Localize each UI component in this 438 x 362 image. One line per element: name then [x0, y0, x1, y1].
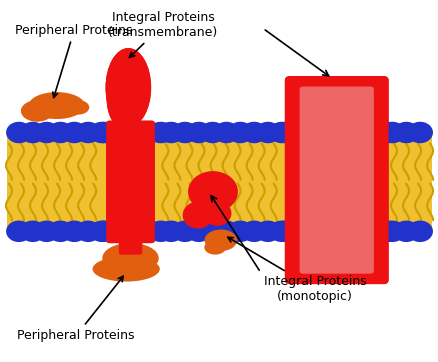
Ellipse shape — [205, 230, 237, 251]
Circle shape — [173, 122, 197, 143]
FancyBboxPatch shape — [300, 87, 374, 274]
Circle shape — [270, 221, 294, 241]
Circle shape — [361, 122, 385, 143]
Circle shape — [288, 122, 312, 143]
Circle shape — [21, 122, 45, 143]
Circle shape — [332, 122, 356, 143]
Circle shape — [187, 221, 211, 241]
Circle shape — [394, 221, 418, 241]
Text: Peripheral Proteins: Peripheral Proteins — [15, 24, 133, 97]
Circle shape — [159, 122, 183, 143]
Ellipse shape — [102, 243, 159, 274]
Text: Integral Proteins
(transmembrane): Integral Proteins (transmembrane) — [108, 11, 218, 58]
Circle shape — [346, 122, 371, 143]
Ellipse shape — [188, 171, 238, 212]
Circle shape — [173, 221, 197, 241]
Circle shape — [35, 122, 59, 143]
Circle shape — [92, 221, 117, 241]
Circle shape — [76, 221, 100, 241]
Circle shape — [274, 221, 298, 241]
FancyBboxPatch shape — [285, 76, 389, 284]
Ellipse shape — [106, 48, 151, 127]
Circle shape — [90, 122, 114, 143]
Circle shape — [104, 122, 128, 143]
Circle shape — [115, 221, 139, 241]
Ellipse shape — [67, 100, 89, 114]
Circle shape — [48, 221, 73, 241]
Ellipse shape — [106, 71, 133, 125]
Circle shape — [376, 122, 400, 143]
Text: Peripheral Proteins: Peripheral Proteins — [18, 276, 135, 342]
Bar — [7, 130, 432, 234]
FancyBboxPatch shape — [106, 121, 155, 243]
Circle shape — [7, 122, 31, 143]
Circle shape — [303, 221, 327, 241]
Circle shape — [21, 221, 45, 241]
Circle shape — [62, 221, 86, 241]
Circle shape — [317, 221, 342, 241]
Circle shape — [242, 122, 266, 143]
Ellipse shape — [203, 201, 231, 226]
FancyBboxPatch shape — [285, 76, 389, 284]
Circle shape — [48, 122, 73, 143]
Ellipse shape — [183, 202, 213, 228]
Text: Integral Proteins
(monotopic): Integral Proteins (monotopic) — [228, 237, 367, 303]
Circle shape — [62, 122, 86, 143]
Circle shape — [187, 122, 211, 143]
Circle shape — [256, 221, 280, 241]
Circle shape — [115, 122, 139, 143]
Circle shape — [201, 122, 225, 143]
FancyBboxPatch shape — [119, 226, 142, 254]
Circle shape — [76, 122, 100, 143]
FancyBboxPatch shape — [300, 87, 374, 274]
Ellipse shape — [28, 92, 85, 119]
Circle shape — [126, 221, 151, 241]
Ellipse shape — [106, 48, 151, 127]
Circle shape — [35, 221, 59, 241]
Circle shape — [303, 122, 327, 143]
Circle shape — [92, 122, 117, 143]
Circle shape — [149, 122, 173, 143]
Circle shape — [90, 221, 114, 241]
Circle shape — [201, 221, 225, 241]
Circle shape — [104, 221, 128, 241]
Circle shape — [332, 221, 356, 241]
Circle shape — [274, 122, 298, 143]
Circle shape — [380, 221, 405, 241]
Circle shape — [126, 122, 151, 143]
Circle shape — [7, 221, 31, 241]
Circle shape — [288, 221, 312, 241]
Circle shape — [214, 221, 239, 241]
Circle shape — [408, 221, 432, 241]
Ellipse shape — [21, 100, 53, 122]
Circle shape — [270, 122, 294, 143]
Circle shape — [159, 221, 183, 241]
Circle shape — [380, 122, 405, 143]
Circle shape — [361, 221, 385, 241]
Circle shape — [149, 221, 173, 241]
Circle shape — [138, 122, 162, 143]
Circle shape — [228, 221, 252, 241]
Circle shape — [138, 221, 162, 241]
Ellipse shape — [204, 240, 226, 254]
Ellipse shape — [106, 71, 133, 125]
Circle shape — [394, 122, 418, 143]
Circle shape — [376, 221, 400, 241]
Circle shape — [256, 122, 280, 143]
Circle shape — [214, 122, 239, 143]
Circle shape — [317, 122, 342, 143]
Circle shape — [408, 122, 432, 143]
Circle shape — [346, 221, 371, 241]
Ellipse shape — [92, 256, 160, 282]
Circle shape — [228, 122, 252, 143]
FancyBboxPatch shape — [106, 121, 155, 243]
Circle shape — [242, 221, 266, 241]
